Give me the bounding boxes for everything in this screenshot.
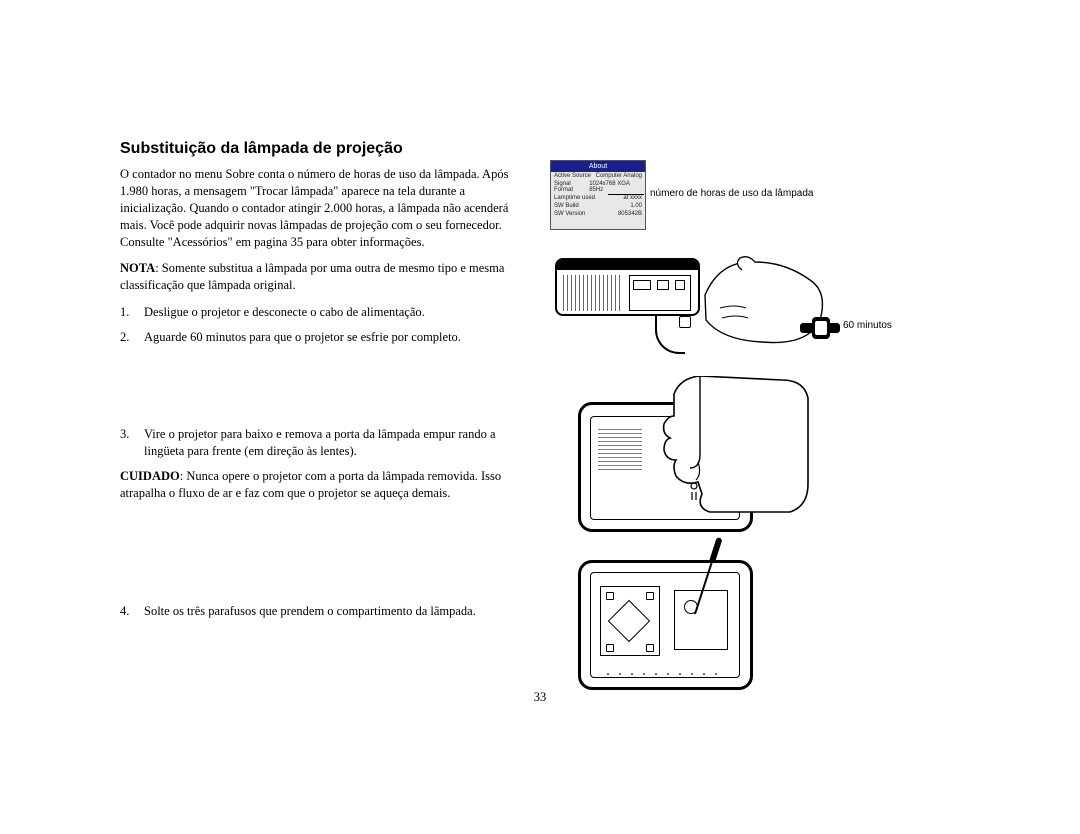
note-text: : Somente substitua a lâmpada por uma ou…: [120, 261, 504, 292]
step-1: 1. Desligue o projetor e desconecte o ca…: [120, 304, 520, 321]
step-3-num: 3.: [120, 426, 144, 460]
caution-label: CUIDADO: [120, 469, 180, 483]
screws-figure: [578, 550, 858, 700]
step-2: 2. Aguarde 60 minutos para que o projeto…: [120, 329, 520, 346]
step-4: 4. Solte os três parafusos que prendem o…: [120, 603, 520, 620]
page-number: 33: [0, 690, 1080, 705]
step-4-num: 4.: [120, 603, 144, 620]
step-1-text: Desligue o projetor e desconecte o cabo …: [144, 304, 520, 321]
note-label: NOTA: [120, 261, 155, 275]
menu-row: Lamptime usedat xxxx: [551, 194, 645, 202]
menu-caption: número de horas de uso da lâmpada: [650, 188, 813, 199]
step-3-text: Vire o projetor para baixo e remova a po…: [144, 426, 520, 460]
about-menu-figure: About Active SourceComputer Analog Signa…: [550, 160, 646, 230]
hand-pointing-icon: [640, 376, 810, 516]
menu-leader-line: [608, 194, 644, 195]
about-menu-title: About: [551, 161, 645, 172]
note-paragraph: NOTA: Somente substitua a lâmpada por um…: [120, 260, 520, 294]
step-2-text: Aguarde 60 minutos para que o projetor s…: [144, 329, 520, 346]
step-4-text: Solte os três parafusos que prendem o co…: [144, 603, 520, 620]
menu-row: Signal Format1024x768 XGA 85Hz: [551, 180, 645, 194]
step-2-num: 2.: [120, 329, 144, 346]
step-1-num: 1.: [120, 304, 144, 321]
step-3: 3. Vire o projetor para baixo e remova a…: [120, 426, 520, 460]
flip-figure: [570, 382, 860, 542]
menu-row: SW Build1.00: [551, 202, 645, 210]
projector-rear-icon: [555, 258, 700, 316]
wait-caption: 60 minutos: [843, 320, 892, 331]
plug-icon: [679, 316, 691, 328]
menu-row: Active SourceComputer Analog: [551, 172, 645, 180]
caution-paragraph: CUIDADO: Nunca opere o projetor com a po…: [120, 468, 520, 502]
intro-paragraph: O contador no menu Sobre conta o número …: [120, 166, 520, 250]
page-heading: Substituição da lâmpada de projeção: [120, 140, 960, 158]
menu-row: SW Version805342B: [551, 210, 645, 218]
unplug-figure: 60 minutos: [555, 258, 865, 368]
watch-icon: [800, 313, 840, 343]
